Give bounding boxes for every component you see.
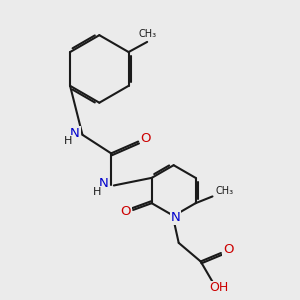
Text: O: O [223,243,234,256]
Text: N: N [99,177,109,190]
Text: H: H [64,136,73,146]
Text: OH: OH [210,281,229,294]
Text: H: H [93,187,101,196]
Text: O: O [140,132,151,145]
Text: CH₃: CH₃ [215,186,233,197]
Text: N: N [70,127,80,140]
Text: CH₃: CH₃ [139,29,157,40]
Text: O: O [120,205,131,218]
Text: N: N [170,211,180,224]
